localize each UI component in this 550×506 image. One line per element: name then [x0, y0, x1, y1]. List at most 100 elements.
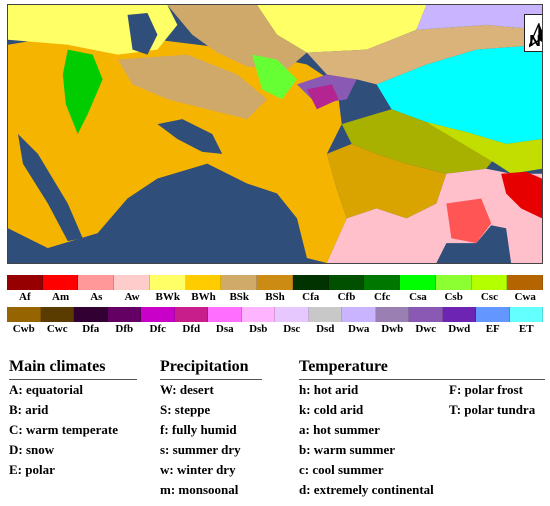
temperature-right-list: F: polar frost T: polar tundra — [449, 380, 535, 420]
legend-row-2: Cwb Cwc Dfa Dfb Dfc Dfd Dsa Dsb Dsc Dsd Dwa Dwb Dwc D… — [7, 307, 543, 336]
legend-entry-Dsd: Dsd — [308, 307, 342, 336]
legend-entry-As: As — [78, 275, 115, 304]
arabian-sea — [47, 163, 307, 263]
legend-swatch-Dfb — [107, 307, 141, 322]
legend-entry-BWk: BWk — [149, 275, 186, 304]
legend-swatch-Dwa — [342, 307, 376, 322]
legend-entry-Dfa: Dfa — [74, 307, 108, 336]
key-item: A: equatorial — [9, 382, 84, 397]
legend-swatch-Dsc — [275, 307, 309, 322]
legend-entry-Dsc: Dsc — [275, 307, 309, 336]
legend-code-Dfd: Dfd — [182, 323, 201, 335]
legend-entry-Csa: Csa — [400, 275, 436, 304]
climate-map: N — [7, 4, 543, 264]
legend-entry-Cfb: Cfb — [328, 275, 365, 304]
legend-entry-BWh: BWh — [185, 275, 222, 304]
legend-code-EF: EF — [485, 323, 500, 335]
legend-swatch-Dwc — [409, 307, 443, 322]
legend-entry-Dsa: Dsa — [208, 307, 242, 336]
legend-code-Csc: Csc — [480, 291, 498, 303]
persian-gulf — [157, 119, 223, 154]
key-item: T: polar tundra — [449, 402, 536, 417]
key-item: m: monsoonal — [160, 482, 239, 497]
temperature-title: Temperature — [299, 357, 545, 380]
legend-swatch-Csa — [400, 275, 436, 290]
region-Cfa — [426, 122, 542, 174]
key-item: W: desert — [160, 382, 214, 397]
key-item: d: extremely continental — [299, 482, 434, 497]
key-item: c: cool summer — [299, 462, 384, 477]
climate-map-graphic — [8, 5, 542, 263]
region-Am — [446, 198, 492, 244]
north-arrow: N — [524, 14, 542, 52]
legend-swatch-BSk — [221, 275, 258, 290]
legend-swatch-Cwc — [40, 307, 74, 322]
legend-entry-Aw: Aw — [114, 275, 150, 304]
legend-swatch-Dfa — [74, 307, 108, 322]
key-item: s: summer dry — [160, 442, 241, 457]
legend-code-BSh: BSh — [265, 291, 285, 303]
legend-code-Cfb: Cfb — [337, 291, 356, 303]
legend-entry-Dwc: Dwc — [409, 307, 443, 336]
legend-code-Csb: Csb — [444, 291, 463, 303]
legend-entry-Af: Af — [7, 275, 43, 304]
key-item: a: hot summer — [299, 422, 380, 437]
legend-swatch-Csb — [435, 275, 472, 290]
legend-swatch-Cwa — [507, 275, 543, 290]
legend-swatch-ET — [509, 307, 543, 322]
legend-code-Dwb: Dwb — [381, 323, 404, 335]
legend-entry-EF: EF — [476, 307, 510, 336]
legend-code-Dfb: Dfb — [115, 323, 134, 335]
key-item: k: cold arid — [299, 402, 364, 417]
legend-code-Cwa: Cwa — [514, 291, 536, 303]
legend-swatch-Cfb — [328, 275, 365, 290]
key-item: b: warm summer — [299, 442, 396, 457]
legend-swatch-Aw — [114, 275, 150, 290]
key-item: S: steppe — [160, 402, 211, 417]
legend-entry-Cwb: Cwb — [7, 307, 41, 336]
region-Csa — [62, 49, 103, 134]
legend-swatch-Dwb — [375, 307, 409, 322]
main-climates-key: Main climates A: equatorial B: arid C: w… — [9, 357, 137, 480]
legend-entry-Dfd: Dfd — [174, 307, 208, 336]
key-item: B: arid — [9, 402, 49, 417]
legend-swatch-Csc — [471, 275, 508, 290]
legend-code-BWk: BWk — [155, 291, 181, 303]
legend-code-Dfa: Dfa — [82, 323, 100, 335]
legend-swatch-Dwd — [442, 307, 476, 322]
legend-code-BSk: BSk — [229, 291, 250, 303]
legend-swatch-Cfc — [364, 275, 401, 290]
legend-swatch-Am — [42, 275, 79, 290]
legend-swatch-EF — [476, 307, 510, 322]
legend-entry-Dfc: Dfc — [141, 307, 175, 336]
legend-swatch-Dsd — [308, 307, 342, 322]
legend-swatch-Dfc — [141, 307, 175, 322]
legend-row-1: Af Am As Aw BWk BWh BSk BSh Cfa Cfb Cfc Csa Csb Csc Cw… — [7, 275, 543, 304]
key-item: D: snow — [9, 442, 55, 457]
key-item: F: polar frost — [449, 382, 523, 397]
legend-swatch-BSh — [257, 275, 293, 290]
legend-swatch-As — [78, 275, 115, 290]
legend-swatch-BWh — [185, 275, 222, 290]
key-item: C: warm temperate — [9, 422, 119, 437]
legend-code-Cfa: Cfa — [302, 291, 320, 303]
region-Am-east — [501, 171, 542, 219]
legend-swatch-Cwb — [7, 307, 41, 322]
legend-code-Cwc: Cwc — [46, 323, 68, 335]
legend-entry-Cfa: Cfa — [292, 275, 329, 304]
legend-entry-Csc: Csc — [471, 275, 508, 304]
region-BSk-north — [306, 24, 542, 85]
legend-entry-Cwc: Cwc — [40, 307, 74, 336]
legend-swatch-Dsa — [208, 307, 242, 322]
temperature-left-list: h: hot arid k: cold arid a: hot summer b… — [299, 380, 434, 500]
legend-entry-Csb: Csb — [435, 275, 472, 304]
temperature-key: Temperature h: hot arid k: cold arid a: … — [299, 357, 545, 497]
key-item: h: hot arid — [299, 382, 359, 397]
red-sea — [17, 134, 83, 242]
legend-entry-Dwd: Dwd — [442, 307, 476, 336]
legend-code-Cwb: Cwb — [12, 323, 35, 335]
legend-code-Aw: Aw — [124, 291, 140, 303]
legend-code-Dwa: Dwa — [348, 323, 370, 335]
legend-code-Dwd: Dwd — [448, 323, 471, 335]
legend-entry-BSh: BSh — [257, 275, 293, 304]
